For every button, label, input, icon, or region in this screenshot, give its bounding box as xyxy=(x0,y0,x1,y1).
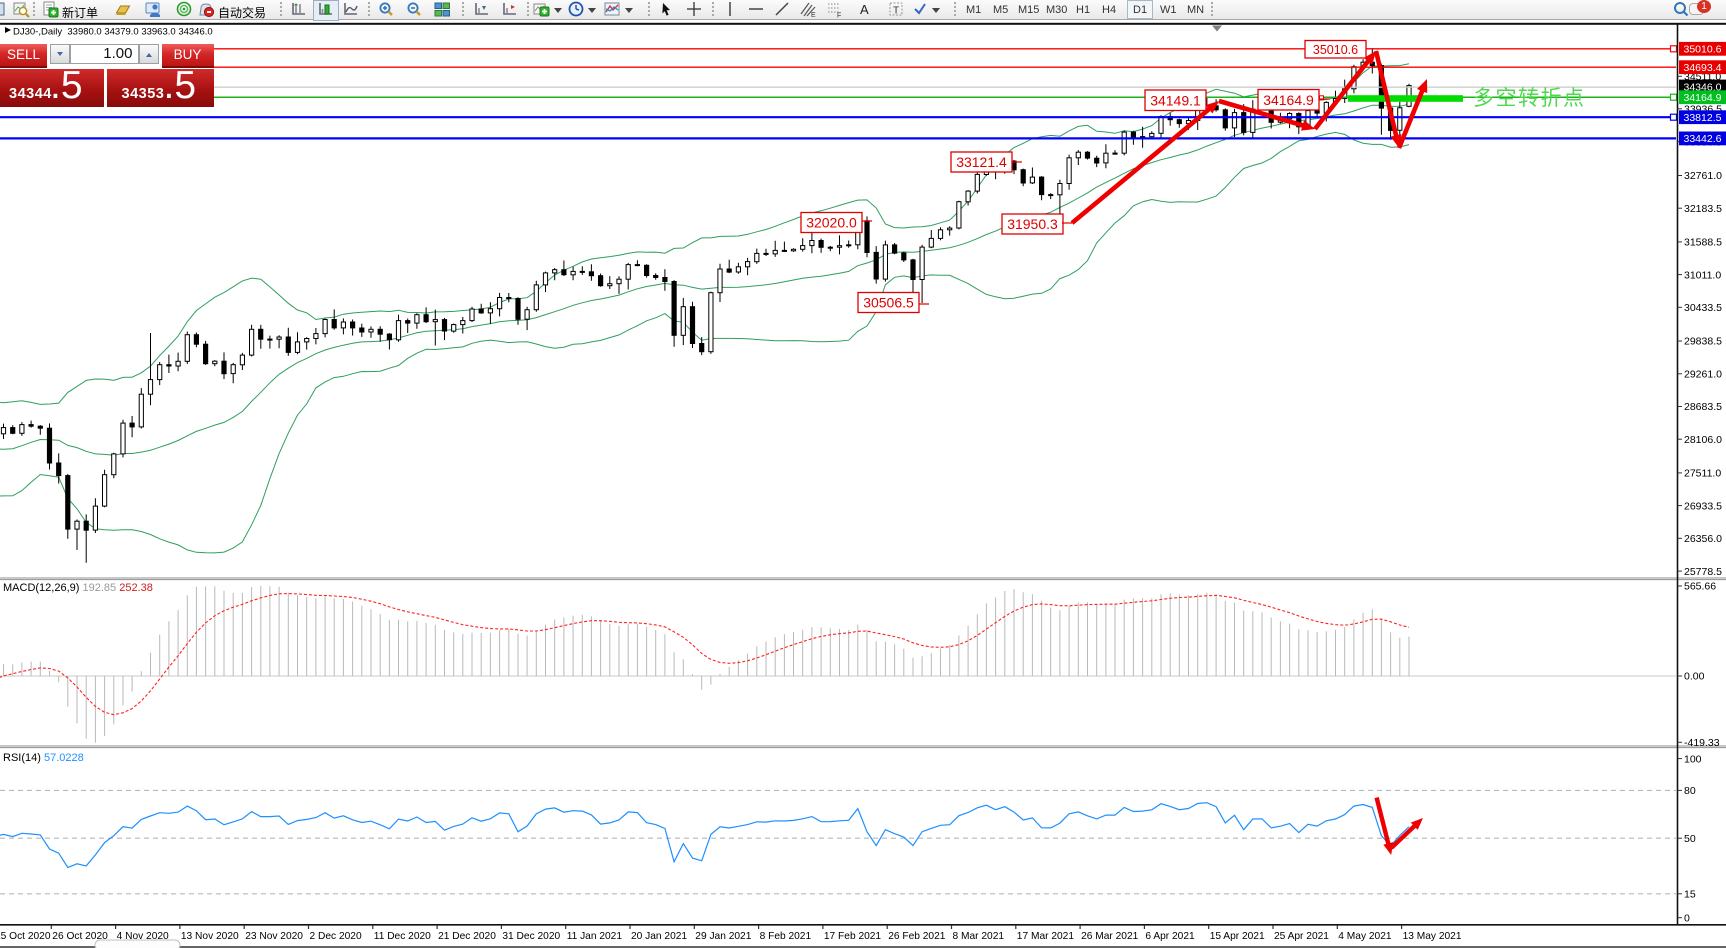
svg-text:17 Mar 2021: 17 Mar 2021 xyxy=(1017,931,1075,942)
svg-text:RSI(14) 57.0228: RSI(14) 57.0228 xyxy=(3,752,84,764)
svg-text:32183.5: 32183.5 xyxy=(1684,203,1722,215)
svg-text:11 Jan 2021: 11 Jan 2021 xyxy=(567,931,623,942)
svg-text:多空转折点: 多空转折点 xyxy=(1473,87,1586,110)
svg-text:28106.0: 28106.0 xyxy=(1684,434,1722,446)
svg-text:50: 50 xyxy=(1684,833,1696,845)
svg-text:-419.33: -419.33 xyxy=(1684,737,1720,749)
svg-text:20 Jan 2021: 20 Jan 2021 xyxy=(631,931,687,942)
svg-text:565.66: 565.66 xyxy=(1684,581,1716,593)
svg-text:17 Feb 2021: 17 Feb 2021 xyxy=(824,931,882,942)
svg-text:0: 0 xyxy=(1684,912,1690,924)
svg-text:26356.0: 26356.0 xyxy=(1684,533,1722,545)
svg-text:T: T xyxy=(893,6,899,17)
svg-text:34149.1: 34149.1 xyxy=(1150,92,1201,108)
svg-text:26933.5: 26933.5 xyxy=(1684,500,1722,512)
svg-text:26 Feb 2021: 26 Feb 2021 xyxy=(888,931,946,942)
svg-text:31588.5: 31588.5 xyxy=(1684,237,1722,249)
svg-text:8 Mar 2021: 8 Mar 2021 xyxy=(953,931,1005,942)
svg-text:27511.0: 27511.0 xyxy=(1684,468,1721,480)
svg-text:25 Apr 2021: 25 Apr 2021 xyxy=(1274,931,1329,942)
svg-text:DJ30-,Daily 33980.0 34379.0 3: DJ30-,Daily 33980.0 34379.0 33963.0 3434… xyxy=(13,26,213,37)
svg-text:29838.5: 29838.5 xyxy=(1684,336,1722,348)
svg-text:35010.6: 35010.6 xyxy=(1313,43,1358,57)
svg-text:30433.5: 30433.5 xyxy=(1684,302,1722,314)
svg-text:33121.4: 33121.4 xyxy=(956,154,1007,170)
svg-text:34164.9: 34164.9 xyxy=(1263,92,1314,108)
svg-text:E: E xyxy=(811,12,816,18)
svg-text:13 Nov 2020: 13 Nov 2020 xyxy=(181,931,239,942)
svg-text:8 Feb 2021: 8 Feb 2021 xyxy=(760,931,812,942)
svg-text:100: 100 xyxy=(1684,753,1702,765)
svg-text:31 Dec 2020: 31 Dec 2020 xyxy=(502,931,560,942)
svg-text:13 May 2021: 13 May 2021 xyxy=(1403,931,1462,942)
svg-text:29261.0: 29261.0 xyxy=(1684,369,1722,381)
svg-text:31011.0: 31011.0 xyxy=(1684,269,1721,281)
svg-text:34693.4: 34693.4 xyxy=(1684,62,1722,74)
svg-text:15: 15 xyxy=(1684,889,1696,901)
svg-text:35010.6: 35010.6 xyxy=(1684,44,1722,56)
svg-text:31950.3: 31950.3 xyxy=(1007,216,1058,232)
svg-text:11 Dec 2020: 11 Dec 2020 xyxy=(374,931,431,942)
svg-text:23 Nov 2020: 23 Nov 2020 xyxy=(245,931,303,942)
svg-text:0.00: 0.00 xyxy=(1684,671,1705,683)
svg-text:28683.5: 28683.5 xyxy=(1684,401,1722,413)
svg-text:80: 80 xyxy=(1684,785,1696,797)
svg-text:34164.9: 34164.9 xyxy=(1684,92,1722,104)
svg-text:30506.5: 30506.5 xyxy=(863,295,914,311)
svg-text:4 Nov 2020: 4 Nov 2020 xyxy=(117,931,169,942)
svg-text:6 Apr 2021: 6 Apr 2021 xyxy=(1145,931,1195,942)
svg-text:32020.0: 32020.0 xyxy=(806,215,857,231)
svg-text:15 Oct 2020: 15 Oct 2020 xyxy=(0,931,51,942)
svg-text:33442.6: 33442.6 xyxy=(1684,133,1722,145)
svg-text:21 Dec 2020: 21 Dec 2020 xyxy=(438,931,496,942)
svg-text:2 Dec 2020: 2 Dec 2020 xyxy=(310,931,362,942)
svg-text:25778.5: 25778.5 xyxy=(1684,566,1722,578)
svg-text:F: F xyxy=(837,13,841,19)
svg-text:26 Oct 2020: 26 Oct 2020 xyxy=(52,931,108,942)
svg-text:33812.5: 33812.5 xyxy=(1684,112,1722,124)
svg-text:29 Jan 2021: 29 Jan 2021 xyxy=(695,931,751,942)
svg-text:15 Apr 2021: 15 Apr 2021 xyxy=(1210,931,1265,942)
svg-text:4 May 2021: 4 May 2021 xyxy=(1338,931,1392,942)
svg-text:26 Mar 2021: 26 Mar 2021 xyxy=(1081,931,1139,942)
svg-text:MACD(12,26,9) 192.85 252.38: MACD(12,26,9) 192.85 252.38 xyxy=(3,582,153,594)
svg-text:32761.0: 32761.0 xyxy=(1684,170,1722,182)
